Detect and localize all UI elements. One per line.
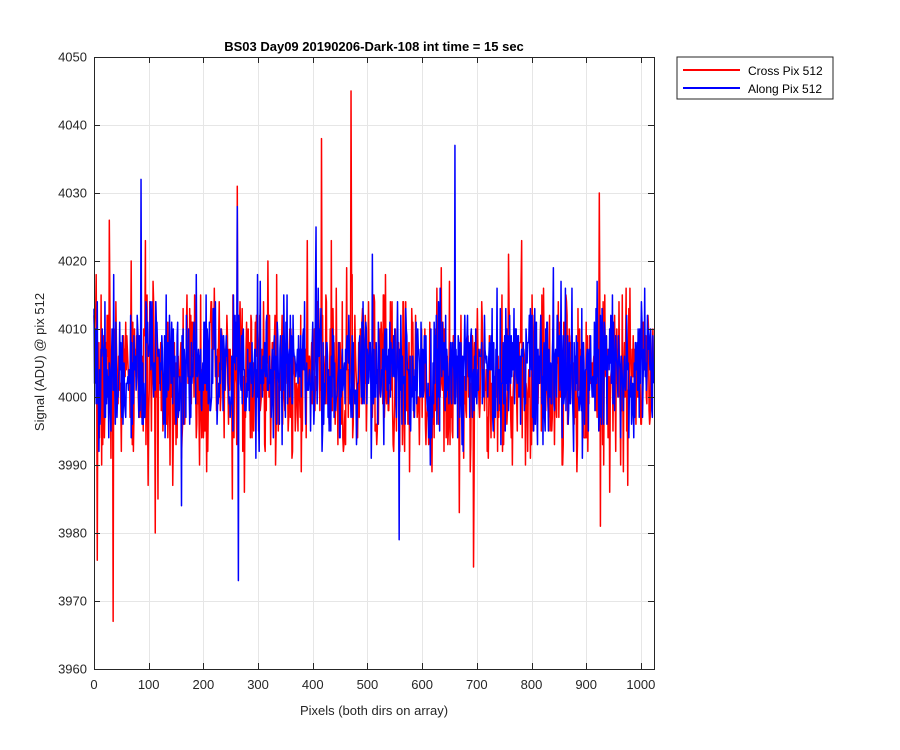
x-tick-label: 900 [575, 677, 597, 692]
axes-box [94, 57, 655, 670]
y-tick-label: 4030 [58, 186, 87, 201]
x-tick-label: 800 [521, 677, 543, 692]
y-tick-label: 3970 [58, 594, 87, 609]
series-lines [93, 90, 655, 623]
ticks: 0 100 200 300 400 500 600 700 800 900 1000 3960 3970… [58, 50, 655, 693]
y-tick-label: 4050 [58, 50, 87, 65]
x-tick-label: 0 [90, 677, 97, 692]
y-tick-label: 3980 [58, 526, 87, 541]
x-tick-label: 500 [357, 677, 379, 692]
legend-box [676, 56, 834, 100]
y-tick-label: 3990 [58, 458, 87, 473]
y-axis-label: Signal (ADU) @ pix 512 [32, 293, 47, 431]
legend-label-along: Along Pix 512 [748, 82, 822, 96]
x-tick-label: 300 [247, 677, 269, 692]
legend-label-cross: Cross Pix 512 [748, 64, 823, 78]
y-tick-label: 4010 [58, 322, 87, 337]
x-axis-label: Pixels (both dirs on array) [300, 703, 448, 718]
x-tick-label: 400 [302, 677, 324, 692]
x-tick-label: 100 [138, 677, 160, 692]
x-tick-label: 700 [466, 677, 488, 692]
x-tick-label: 600 [411, 677, 433, 692]
series-line-along-pix-512 [93, 144, 655, 582]
legend: Cross Pix 512 Along Pix 512 [676, 56, 834, 100]
chart-title: BS03 Day09 20190206-Dark-108 int time = … [224, 39, 524, 54]
x-tick-label: 1000 [626, 677, 655, 692]
y-tick-label: 3960 [58, 662, 87, 677]
y-tick-label: 4000 [58, 390, 87, 405]
y-tick-label: 4020 [58, 254, 87, 269]
x-tick-label: 200 [193, 677, 215, 692]
y-tick-label: 4040 [58, 118, 87, 133]
